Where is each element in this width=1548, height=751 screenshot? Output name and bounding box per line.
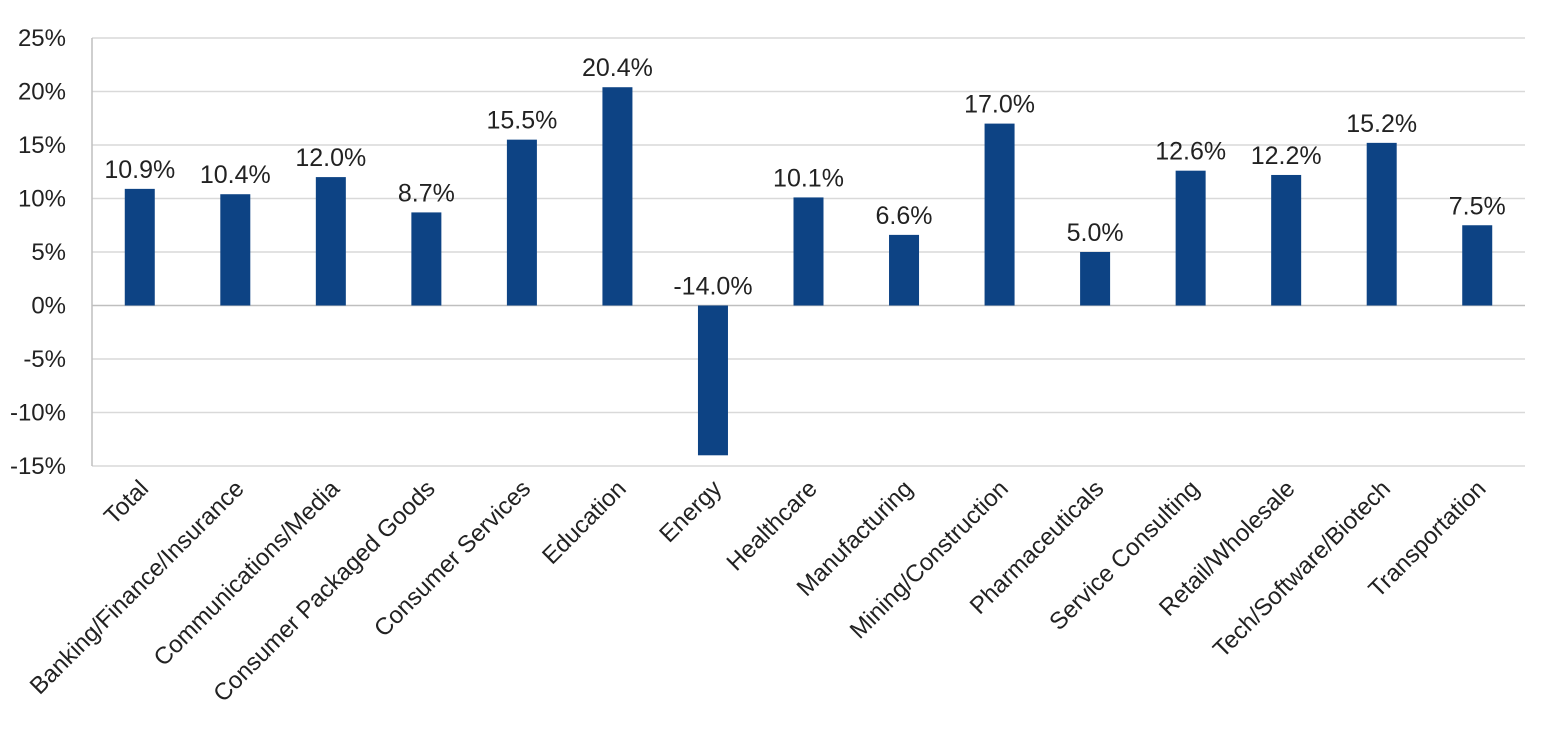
bar <box>889 234 920 306</box>
data-label: 15.2% <box>1346 110 1417 138</box>
y-tick-label: -10% <box>10 400 66 427</box>
bars <box>124 87 1493 456</box>
bar <box>984 123 1015 306</box>
data-label: 5.0% <box>1067 219 1124 247</box>
y-tick-label: 0% <box>31 293 66 320</box>
data-label: 10.9% <box>104 156 175 184</box>
bar <box>315 177 346 306</box>
category-label: Communications/Media <box>149 475 346 672</box>
category-labels: TotalBanking/Finance/InsuranceCommunicat… <box>25 475 1492 708</box>
data-label: 6.6% <box>876 202 933 230</box>
category-label: Energy <box>654 475 727 548</box>
data-labels: 10.9% 10.4% 12.0% 8.7% 15.5% 20.4% -14.0% 10.1%… <box>104 54 1505 300</box>
data-label: 12.2% <box>1251 142 1322 170</box>
bar <box>1080 252 1111 306</box>
y-tick-label: 5% <box>31 239 66 266</box>
data-label: 8.7% <box>398 179 455 207</box>
data-label: -14.0% <box>673 273 752 301</box>
y-tick-label: -5% <box>23 346 66 373</box>
bar <box>220 194 251 306</box>
y-tick-label: 15% <box>18 132 66 159</box>
bar <box>411 212 442 306</box>
bar <box>697 305 728 456</box>
data-label: 12.0% <box>295 144 366 172</box>
y-tick-label: 20% <box>18 79 66 106</box>
category-label: Education <box>537 475 632 570</box>
category-label: Healthcare <box>722 475 823 576</box>
data-label: 17.0% <box>964 91 1035 119</box>
y-tick-label: 10% <box>18 186 66 213</box>
data-label: 10.4% <box>200 161 271 189</box>
category-label: Total <box>99 475 154 530</box>
category-label: Tech/Software/Biotech <box>1208 475 1396 663</box>
y-tick-label: -15% <box>10 453 66 480</box>
bar <box>793 197 824 306</box>
category-label: Mining/Construction <box>845 475 1014 644</box>
bar <box>1462 225 1493 306</box>
bar <box>1366 142 1397 306</box>
data-label: 15.5% <box>486 107 557 135</box>
bar <box>124 188 155 306</box>
bar <box>1271 174 1302 306</box>
data-label: 7.5% <box>1449 192 1506 220</box>
data-label: 12.6% <box>1155 138 1226 166</box>
y-tick-label: 25% <box>18 25 66 52</box>
category-label: Consumer Services <box>369 475 536 642</box>
data-label: 10.1% <box>773 164 844 192</box>
data-label: 20.4% <box>582 54 653 82</box>
bar <box>506 139 537 306</box>
bar <box>602 87 633 306</box>
bar <box>1175 170 1206 306</box>
